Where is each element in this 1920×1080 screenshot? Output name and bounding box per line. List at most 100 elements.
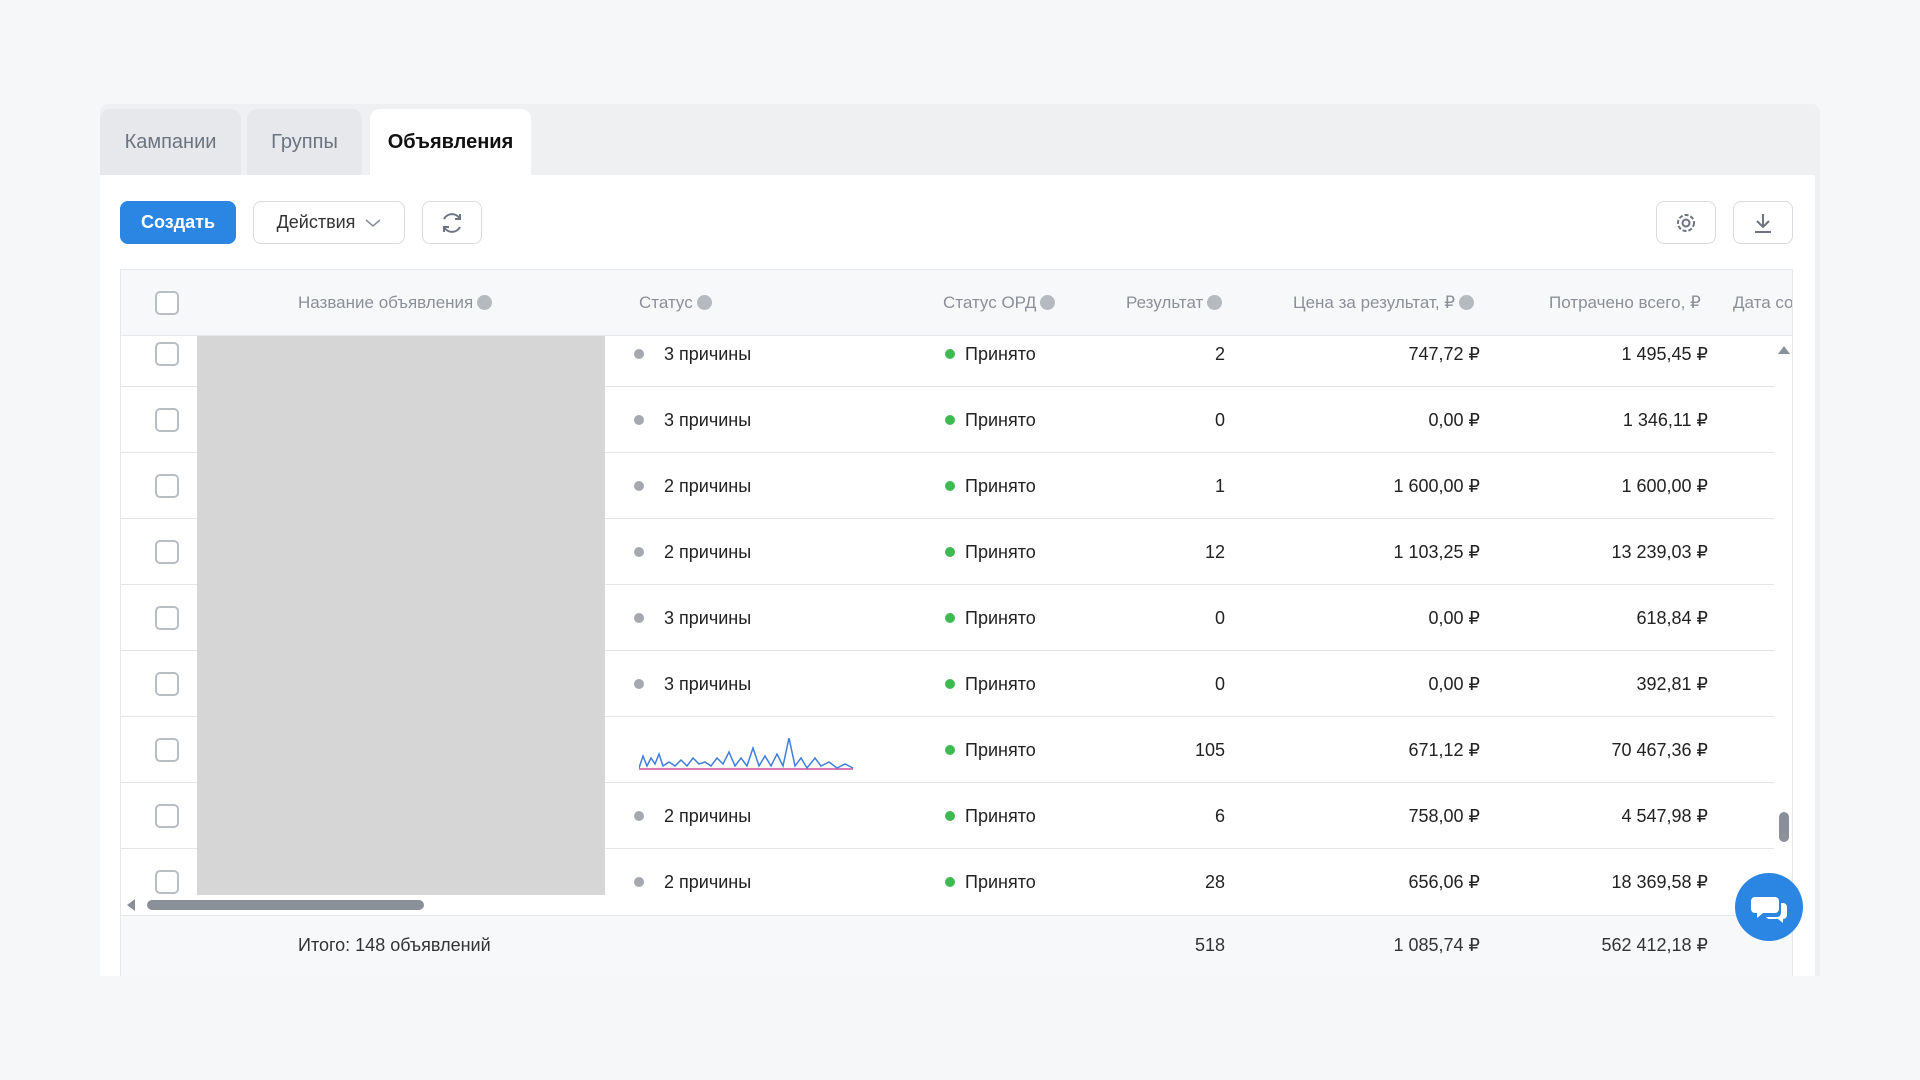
- price: 0,00 ₽: [1428, 608, 1481, 628]
- price: 0,00 ₽: [1428, 674, 1481, 694]
- price: 747,72 ₽: [1408, 344, 1480, 364]
- ord-dot: [945, 679, 955, 689]
- help-icon[interactable]: [696, 295, 712, 310]
- price: 1 600,00 ₽: [1393, 476, 1480, 496]
- result: 0: [1214, 608, 1225, 628]
- status: 2 причины: [664, 872, 752, 892]
- column-header[interactable]: Цена за результат, ₽: [1293, 270, 1475, 336]
- status: 2 причины: [664, 542, 752, 562]
- ord-dot: [945, 349, 955, 359]
- column-title: Название объявления: [298, 293, 474, 312]
- checkbox[interactable]: [155, 540, 179, 564]
- column-header[interactable]: Дата со: [1733, 270, 1792, 336]
- column-header[interactable]: Статус ОРД: [943, 270, 1056, 336]
- status-dot: [634, 415, 644, 425]
- spent: 1 495,45 ₽: [1621, 344, 1708, 364]
- spent: 70 467,36 ₽: [1611, 740, 1708, 760]
- spent: 392,81 ₽: [1636, 674, 1708, 694]
- result: 1: [1214, 476, 1225, 496]
- spent: 1 346,11 ₽: [1622, 410, 1708, 430]
- ord-status: Принято: [965, 740, 1036, 760]
- checkbox-all[interactable]: [155, 291, 179, 315]
- ord-status: Принято: [965, 542, 1036, 562]
- total-label: Итого: 148 объявлений: [298, 935, 491, 955]
- table-row[interactable]: 2 причины Принято 12 1 103,25 ₽ 13 239,03 ₽: [121, 519, 1774, 585]
- refresh-button[interactable]: [422, 201, 482, 244]
- horizontal-scrollbar[interactable]: [125, 897, 1775, 913]
- ord-status: Принято: [965, 608, 1036, 628]
- tab[interactable]: Группы: [247, 109, 362, 175]
- result: 6: [1214, 806, 1225, 826]
- total-result: 518: [1194, 935, 1225, 955]
- sparkline: [639, 737, 854, 770]
- checkbox[interactable]: [155, 474, 179, 498]
- column-header[interactable]: Результат: [1126, 270, 1223, 336]
- help-icon[interactable]: [1040, 295, 1056, 310]
- ord-status: Принято: [965, 344, 1036, 364]
- status: 3 причины: [664, 674, 752, 694]
- status-dot: [634, 811, 644, 821]
- checkbox[interactable]: [155, 606, 179, 630]
- tab-active[interactable]: Объявления: [370, 109, 531, 175]
- checkbox[interactable]: [155, 342, 179, 366]
- status: 3 причины: [664, 344, 752, 364]
- spent: 1 600,00 ₽: [1621, 476, 1708, 496]
- spent: 13 239,03 ₽: [1611, 542, 1708, 562]
- help-icon[interactable]: [1459, 295, 1475, 310]
- result: 28: [1204, 872, 1225, 892]
- checkbox[interactable]: [155, 672, 179, 696]
- result: 0: [1214, 674, 1225, 694]
- chat-button[interactable]: [1735, 873, 1803, 941]
- actions-dropdown[interactable]: Действия: [253, 201, 405, 244]
- price: 758,00 ₽: [1408, 806, 1480, 826]
- table-row[interactable]: 3 причины Принято 2 747,72 ₽ 1 495,45 ₽: [121, 336, 1774, 387]
- column-header[interactable]: Название объявления: [298, 270, 493, 336]
- table-row[interactable]: 3 причины Принято 0 0,00 ₽ 1 346,11 ₽: [121, 387, 1774, 453]
- table-header: [121, 270, 1792, 336]
- total-spent: 562 412,18 ₽: [1601, 935, 1708, 955]
- help-icon[interactable]: [477, 295, 493, 310]
- checkbox[interactable]: [155, 408, 179, 432]
- ord-dot: [945, 877, 955, 887]
- download-button[interactable]: [1733, 201, 1793, 244]
- result: 0: [1214, 410, 1225, 430]
- vertical-scrollbar[interactable]: [1776, 340, 1792, 900]
- column-header[interactable]: Потрачено всего, ₽: [1549, 270, 1701, 336]
- status-dot: [634, 679, 644, 689]
- ord-dot: [945, 415, 955, 425]
- checkbox[interactable]: [155, 804, 179, 828]
- tab[interactable]: Кампании: [100, 109, 241, 175]
- status-dot: [634, 349, 644, 359]
- spent: 18 369,58 ₽: [1611, 872, 1708, 892]
- ord-dot: [945, 811, 955, 821]
- price: 671,12 ₽: [1408, 740, 1480, 760]
- total-price: 1 085,74 ₽: [1393, 935, 1480, 955]
- table-row[interactable]: 2 причины Принято 1 1 600,00 ₽ 1 600,00 ₽: [121, 453, 1774, 519]
- settings-icon: [1677, 213, 1695, 232]
- result: 105: [1194, 740, 1225, 760]
- settings-button[interactable]: [1656, 201, 1716, 244]
- price: 0,00 ₽: [1428, 410, 1481, 430]
- ord-status: Принято: [965, 872, 1036, 892]
- table-row[interactable]: 2 причины Принято 6 758,00 ₽ 4 547,98 ₽: [121, 783, 1774, 849]
- create-button[interactable]: Создать: [120, 201, 236, 244]
- column-title: Статус: [639, 293, 693, 312]
- status: 2 причины: [664, 806, 752, 826]
- table-row[interactable]: 2 причины Принято 28 656,06 ₽ 18 369,58 ₽: [121, 849, 1774, 895]
- table-row[interactable]: 3 причины Принято 0 0,00 ₽ 392,81 ₽: [121, 651, 1774, 717]
- status-dot: [634, 547, 644, 557]
- checkbox[interactable]: [155, 870, 179, 894]
- table-row[interactable]: 3 причины Принято 0 0,00 ₽ 618,84 ₽: [121, 585, 1774, 651]
- column-title: Статус ОРД: [943, 293, 1037, 312]
- help-icon[interactable]: [1207, 295, 1223, 310]
- chevron: [365, 218, 381, 227]
- table-row[interactable]: Принято 105 671,12 ₽ 70 467,36 ₽: [121, 717, 1774, 783]
- column-header[interactable]: Статус: [639, 270, 712, 336]
- status-dot: [634, 877, 644, 887]
- checkbox[interactable]: [155, 738, 179, 762]
- table-body: 3 причины Принято 2 747,72 ₽1 495,45 ₽3 при…: [121, 336, 1774, 895]
- status-dot: [634, 613, 644, 623]
- download-icon: [1755, 213, 1771, 233]
- column-title: Результат: [1126, 293, 1204, 312]
